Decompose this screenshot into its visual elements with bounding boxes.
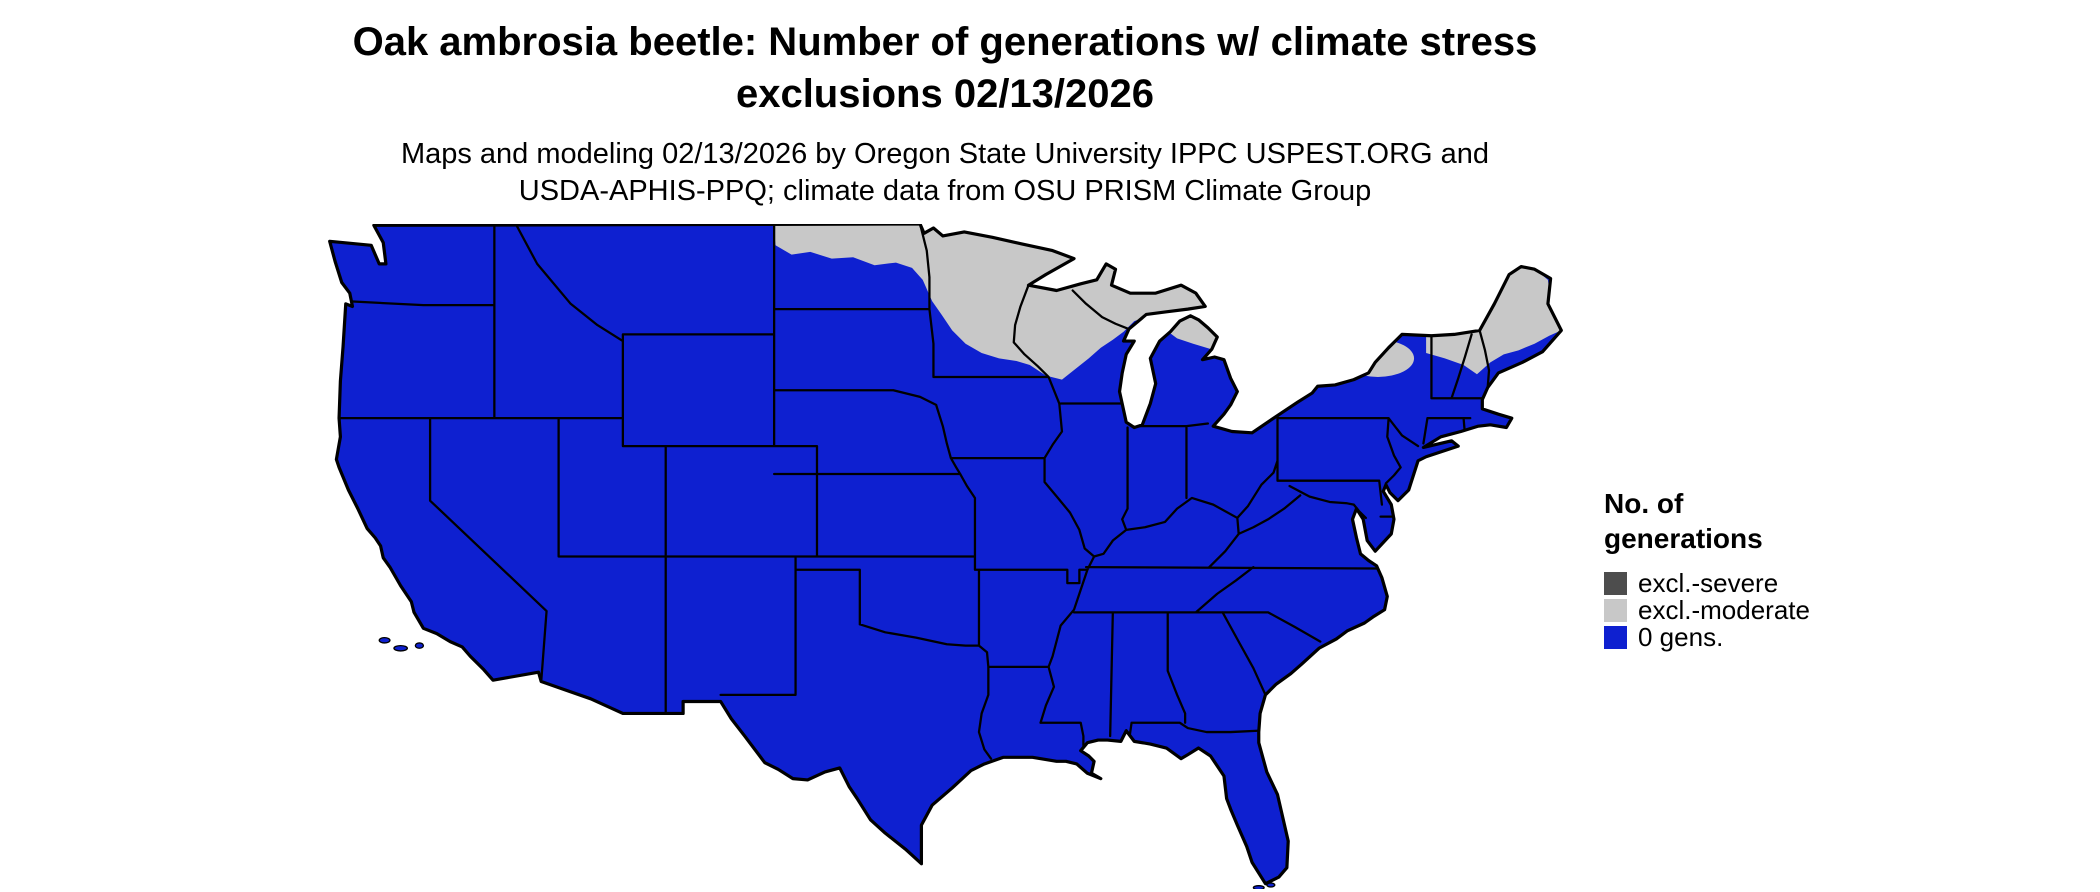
us-map-svg xyxy=(328,224,1563,889)
legend-title-line2: generations xyxy=(1604,523,1763,554)
florida-keys xyxy=(1252,882,1276,889)
figure-title-line1: Oak ambrosia beetle: Number of generatio… xyxy=(352,20,1538,64)
legend-items: excl.-severe excl.-moderate 0 gens. xyxy=(1604,570,1904,651)
figure-subtitle-line2: USDA-APHIS-PPQ; climate data from OSU PR… xyxy=(518,175,1372,207)
exclusion-region-michigan-cap xyxy=(1166,317,1218,350)
exclusion-region-northeast xyxy=(1426,266,1562,375)
figure-title-line2: exclusions 02/13/2026 xyxy=(735,72,1155,116)
legend-label-zero-gens: 0 gens. xyxy=(1638,622,1724,652)
state-borders xyxy=(339,224,1491,760)
legend-label-excl-moderate: excl.-moderate xyxy=(1638,595,1810,625)
land-zero-generations xyxy=(329,224,1562,884)
map-legend: No. of generations excl.-severe excl.-mo… xyxy=(1604,486,1904,651)
legend-title: No. of generations xyxy=(1604,486,1904,556)
legend-swatch-excl-severe xyxy=(1604,572,1627,595)
legend-item-excl-moderate: excl.-moderate xyxy=(1604,597,1904,624)
us-outline xyxy=(328,224,1563,886)
legend-item-excl-severe: excl.-severe xyxy=(1604,570,1904,597)
legend-swatch-zero-gens xyxy=(1604,626,1627,649)
us-map xyxy=(323,224,1568,889)
legend-item-zero-gens: 0 gens. xyxy=(1604,624,1904,651)
legend-title-line1: No. of xyxy=(1604,488,1684,519)
channel-islands xyxy=(378,636,425,652)
legend-swatch-excl-moderate xyxy=(1604,599,1627,622)
legend-label-excl-severe: excl.-severe xyxy=(1638,568,1779,598)
figure-header: Oak ambrosia beetle: Number of generatio… xyxy=(345,16,1545,210)
figure-title: Oak ambrosia beetle: Number of generatio… xyxy=(345,16,1545,120)
figure-subtitle-line1: Maps and modeling 02/13/2026 by Oregon S… xyxy=(400,138,1490,170)
figure-subtitle: Maps and modeling 02/13/2026 by Oregon S… xyxy=(345,136,1545,210)
